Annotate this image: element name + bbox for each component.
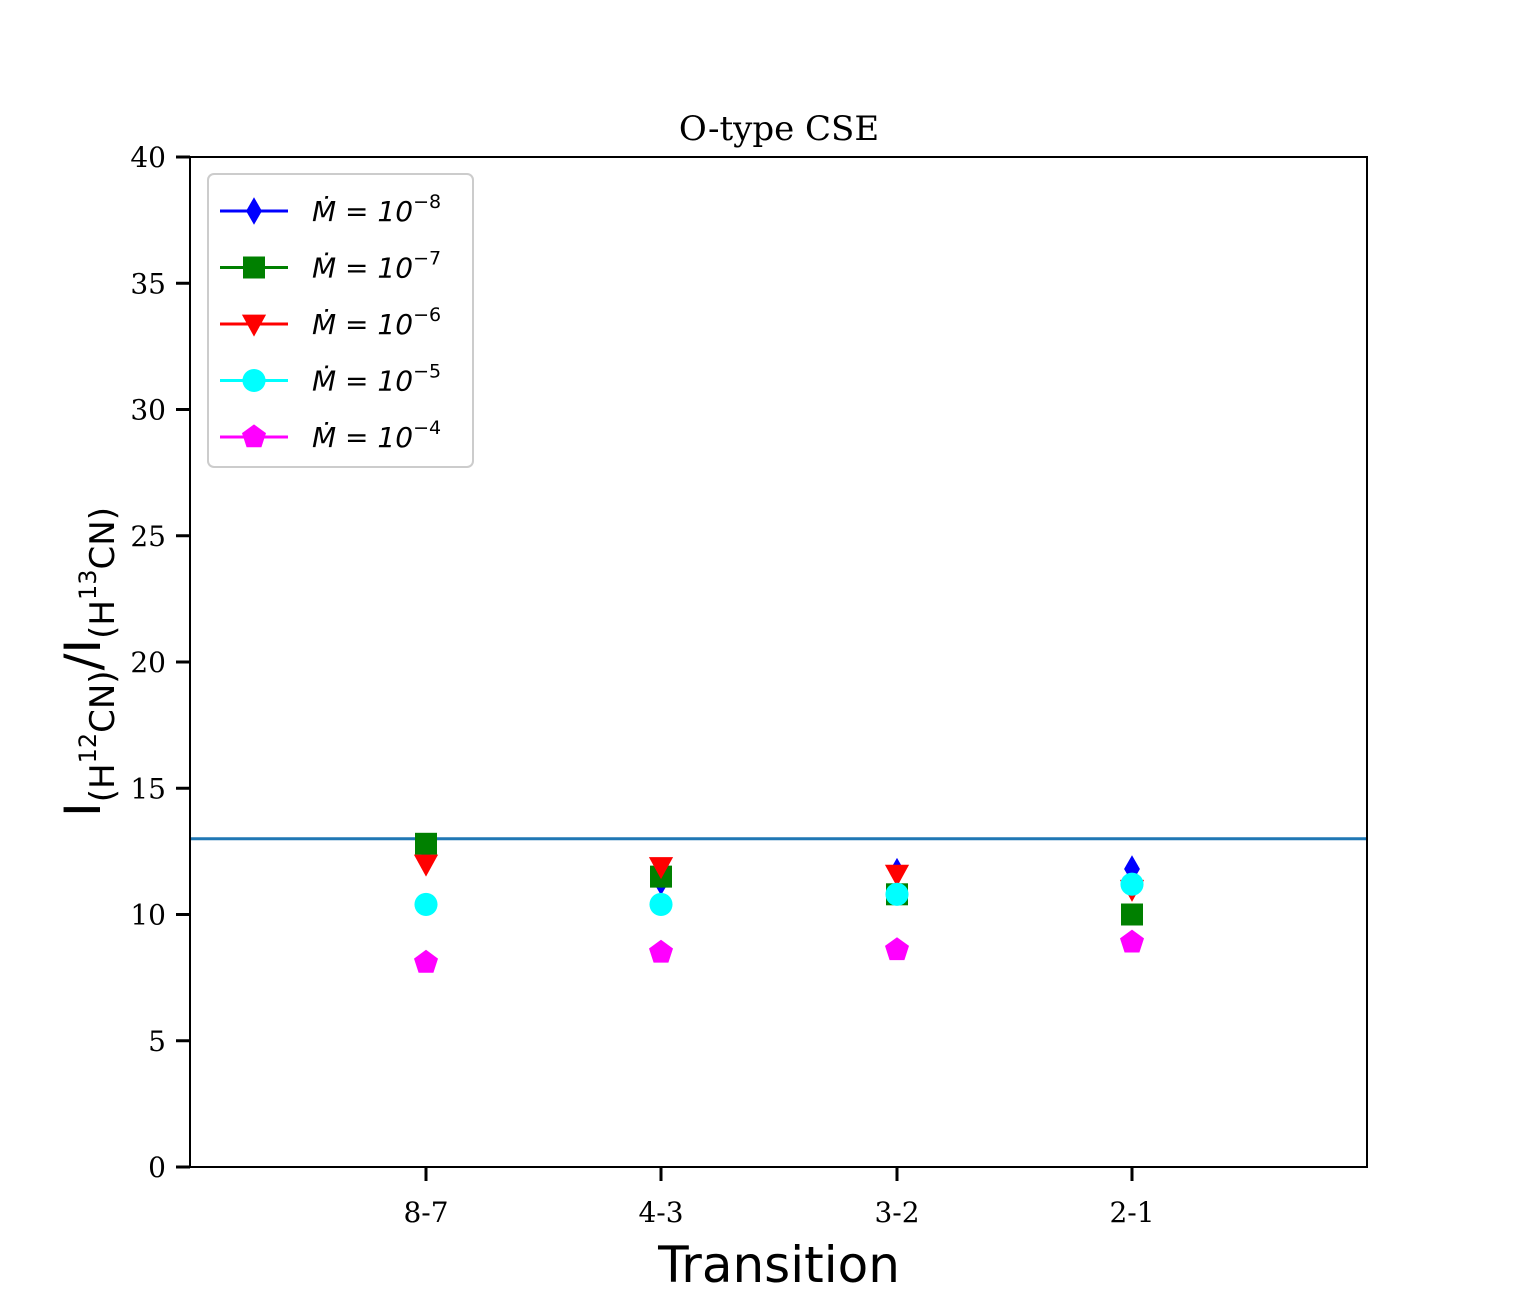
y-tick-label: 25	[130, 520, 166, 553]
legend-label: Ṁ = 10−7	[312, 248, 441, 285]
legend-marker	[246, 197, 262, 225]
legend-marker	[242, 424, 266, 448]
legend-label: Ṁ = 10−6	[312, 304, 441, 341]
data-point	[413, 854, 439, 877]
legend-marker	[242, 368, 266, 393]
x-tick-label: 4-3	[638, 1196, 683, 1229]
y-tick-label: 0	[148, 1151, 166, 1184]
data-point	[1120, 872, 1144, 896]
data-point	[885, 882, 909, 906]
legend-marker	[243, 256, 265, 279]
legend-label: Ṁ = 10−5	[312, 361, 441, 398]
data-point	[414, 892, 438, 916]
data-point	[1120, 929, 1144, 953]
legend-marker	[241, 314, 267, 337]
axes-frame	[189, 156, 1368, 1168]
x-tick-label: 2-1	[1109, 1196, 1154, 1229]
chart-title: O-type CSE	[679, 109, 879, 149]
data-point	[648, 857, 674, 880]
legend-label: Ṁ = 10−4	[312, 417, 441, 454]
y-axis-label-text: I(H12CN)/I(H13CN)	[54, 507, 123, 817]
y-tick-label: 30	[130, 394, 166, 427]
data-point	[414, 949, 438, 973]
x-axis-label: Transition	[657, 1236, 900, 1294]
data-point	[649, 892, 673, 916]
x-tick-label: 8-7	[403, 1196, 448, 1229]
legend: Ṁ = 10−8 Ṁ = 10−7 Ṁ = 10−6 Ṁ = 10−5 Ṁ = 10−4	[207, 173, 474, 468]
data-point	[649, 939, 673, 963]
legend-label: Ṁ = 10−8	[312, 191, 441, 228]
data-point	[885, 937, 909, 961]
y-tick-label: 40	[130, 141, 166, 174]
data-point	[415, 832, 437, 855]
y-tick-label: 5	[148, 1025, 166, 1058]
y-tick-label: 15	[130, 772, 166, 805]
y-tick-label: 35	[130, 267, 166, 300]
x-tick-label: 3-2	[874, 1196, 919, 1229]
y-tick-label: 20	[130, 646, 166, 679]
y-tick-label: 10	[130, 899, 166, 932]
data-point	[884, 864, 910, 887]
data-point	[1121, 903, 1143, 926]
legend-box	[207, 173, 474, 468]
y-axis-label: I(H12CN)/I(H13CN)	[54, 507, 123, 817]
